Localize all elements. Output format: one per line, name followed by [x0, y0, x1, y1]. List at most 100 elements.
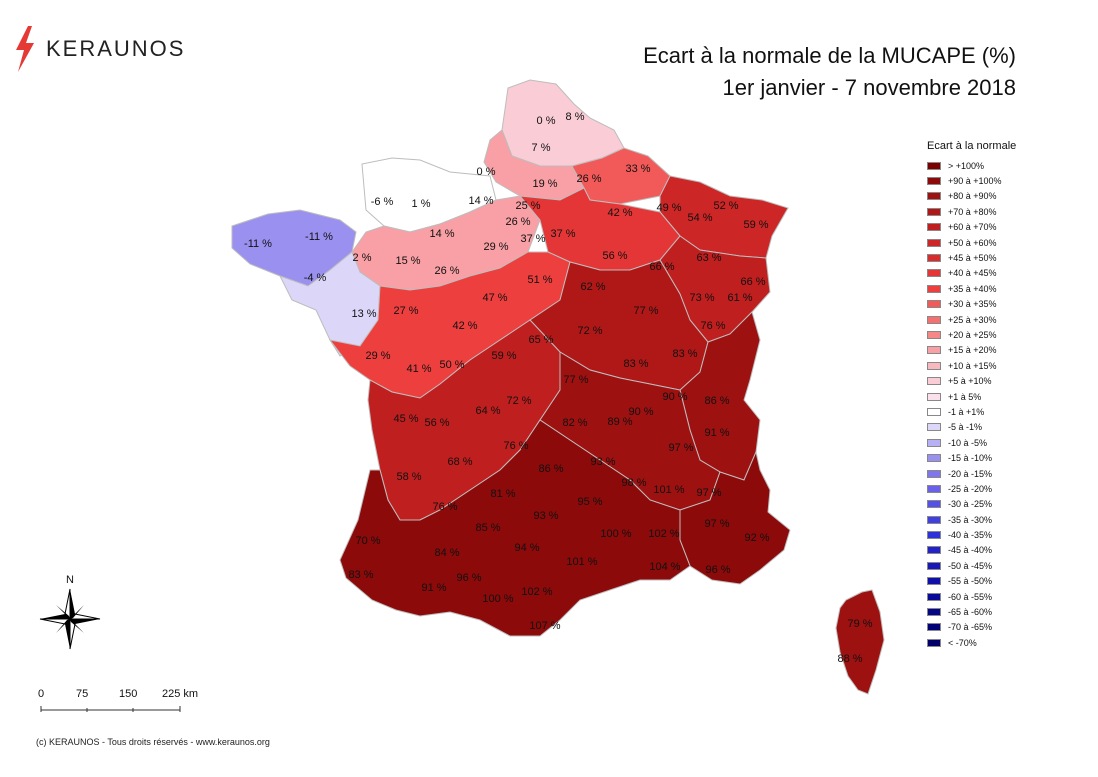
legend-item: +15 à +20% [927, 343, 1016, 358]
department-value-label: 42 % [452, 320, 477, 332]
department-value-label: -6 % [371, 196, 394, 208]
compass-rose-icon [39, 588, 101, 650]
department-value-label: 72 % [506, 395, 531, 407]
department-value-label: 90 % [662, 391, 687, 403]
department-value-label: 14 % [468, 195, 493, 207]
department-value-label: 51 % [527, 274, 552, 286]
legend-item: +50 à +60% [927, 235, 1016, 250]
department-value-label: 62 % [580, 281, 605, 293]
scale-bar: 0 75 150 225 km [38, 688, 198, 718]
department-value-label: 101 % [566, 556, 597, 568]
legend-swatch [927, 161, 941, 170]
legend-item: +5 à +10% [927, 373, 1016, 388]
legend-swatch [927, 638, 941, 647]
legend: Ecart à la normale > +100% +90 à +100% +80… [927, 140, 1016, 651]
department-value-label: 70 % [355, 535, 380, 547]
department-value-label: 98 % [621, 477, 646, 489]
legend-item: +25 à +30% [927, 312, 1016, 327]
department-value-label: 102 % [648, 528, 679, 540]
department-value-label: 91 % [704, 427, 729, 439]
department-value-label: 61 % [727, 292, 752, 304]
legend-item: +30 à +35% [927, 297, 1016, 312]
legend-label: -65 à -60% [948, 607, 993, 618]
legend-label: +30 à +35% [948, 299, 997, 310]
region-shape [339, 419, 691, 637]
department-value-label: 90 % [628, 406, 653, 418]
department-value-label: 97 % [668, 442, 693, 454]
legend-label: +20 à +25% [948, 329, 997, 340]
legend-item: -30 à -25% [927, 497, 1016, 512]
brand-name: KERAUNOS [46, 36, 186, 61]
department-value-label: 26 % [434, 265, 459, 277]
department-value-label: 26 % [505, 216, 530, 228]
department-value-label: 96 % [456, 572, 481, 584]
legend-swatch [927, 500, 941, 509]
legend-item: -5 à -1% [927, 420, 1016, 435]
department-value-label: 37 % [520, 233, 545, 245]
legend-swatch [927, 561, 941, 570]
legend-item: +40 à +45% [927, 266, 1016, 281]
department-value-label: 93 % [533, 510, 558, 522]
legend-swatch [927, 407, 941, 416]
legend-swatch [927, 454, 941, 463]
department-value-label: 104 % [649, 561, 680, 573]
department-value-label: 25 % [515, 200, 540, 212]
legend-label: -70 à -65% [948, 622, 993, 633]
legend-item: +70 à +80% [927, 204, 1016, 219]
legend-swatch [927, 577, 941, 586]
legend-item: -25 à -20% [927, 481, 1016, 496]
department-value-label: 66 % [740, 276, 765, 288]
legend-item: -55 à -50% [927, 574, 1016, 589]
department-value-label: 1 % [412, 198, 431, 210]
department-value-label: 76 % [432, 501, 457, 513]
north-label: N [66, 574, 74, 586]
legend-label: -55 à -50% [948, 576, 993, 587]
department-value-label: 59 % [491, 350, 516, 362]
legend-item: +80 à +90% [927, 189, 1016, 204]
department-value-label: 86 % [538, 463, 563, 475]
legend-swatch [927, 623, 941, 632]
map-title: Ecart à la normale de la MUCAPE (%) 1er … [643, 40, 1016, 104]
department-value-label: 42 % [607, 207, 632, 219]
legend-label: +5 à +10% [948, 376, 992, 387]
department-value-label: 52 % [713, 200, 738, 212]
department-value-label: 100 % [482, 593, 513, 605]
department-value-label: 72 % [577, 325, 602, 337]
legend-label: +90 à +100% [948, 176, 1002, 187]
copyright-footer: (c) KERAUNOS - Tous droits réservés - ww… [36, 737, 270, 747]
legend-label: +45 à +50% [948, 253, 997, 264]
department-value-label: 54 % [687, 212, 712, 224]
legend-label: -10 à -5% [948, 437, 988, 448]
legend-item: -20 à -15% [927, 466, 1016, 481]
legend-label: -30 à -25% [948, 499, 993, 510]
department-value-label: 0 % [537, 115, 556, 127]
legend-label: -20 à -15% [948, 468, 993, 479]
legend-item: -65 à -60% [927, 604, 1016, 619]
legend-item: > +100% [927, 158, 1016, 173]
department-value-label: 59 % [743, 219, 768, 231]
department-value-label: 0 % [477, 166, 496, 178]
title-line-2: 1er janvier - 7 novembre 2018 [722, 75, 1017, 100]
legend-label: +40 à +45% [948, 268, 997, 279]
department-value-label: 96 % [705, 564, 730, 576]
legend-item: +20 à +25% [927, 327, 1016, 342]
legend-label: +1 à 5% [948, 391, 982, 402]
department-value-label: 77 % [633, 305, 658, 317]
legend-swatch [927, 346, 941, 355]
department-value-label: 76 % [503, 440, 528, 452]
scale-bar-line [40, 706, 181, 712]
department-value-label: 33 % [625, 163, 650, 175]
region-shape [835, 589, 885, 695]
legend-item: -10 à -5% [927, 435, 1016, 450]
lightning-bolt-icon [16, 26, 34, 72]
department-value-label: 56 % [602, 250, 627, 262]
department-value-label: 27 % [393, 305, 418, 317]
scale-tick-0: 0 [38, 688, 45, 700]
legend-swatch [927, 546, 941, 555]
department-value-label: 82 % [562, 417, 587, 429]
department-value-label: -4 % [304, 272, 327, 284]
legend-item: -60 à -55% [927, 589, 1016, 604]
legend-swatch [927, 484, 941, 493]
legend-swatch [927, 330, 941, 339]
